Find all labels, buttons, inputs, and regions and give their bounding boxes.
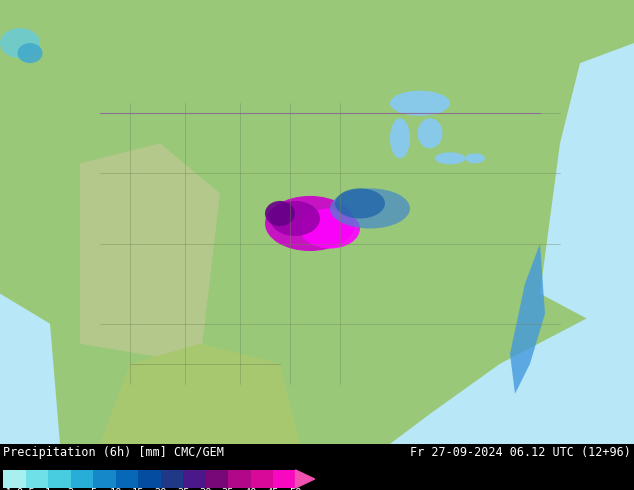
Bar [70, 470, 93, 488]
Ellipse shape [270, 201, 320, 236]
FancyArrow shape [295, 470, 314, 488]
Polygon shape [100, 343, 300, 444]
Text: Fr 27-09-2024 06.12 UTC (12+96): Fr 27-09-2024 06.12 UTC (12+96) [410, 446, 631, 459]
Ellipse shape [265, 201, 295, 226]
Bar [250, 470, 273, 488]
Polygon shape [510, 244, 545, 394]
Text: 50: 50 [289, 489, 302, 490]
Polygon shape [80, 143, 220, 364]
Ellipse shape [435, 152, 465, 164]
Polygon shape [540, 43, 634, 343]
Bar [115, 470, 138, 488]
Bar [93, 470, 115, 488]
Bar [138, 470, 160, 488]
Bar [3, 470, 25, 488]
Text: 0.5: 0.5 [16, 489, 35, 490]
Text: 1: 1 [45, 489, 51, 490]
Ellipse shape [465, 153, 485, 163]
Ellipse shape [335, 188, 385, 219]
Bar [48, 470, 70, 488]
Bar [205, 470, 228, 488]
Polygon shape [0, 294, 60, 444]
Bar [25, 470, 48, 488]
Bar [0, 0, 634, 143]
Ellipse shape [418, 118, 443, 148]
Bar [228, 470, 250, 488]
Ellipse shape [390, 118, 410, 158]
Ellipse shape [390, 91, 450, 116]
Text: 40: 40 [244, 489, 257, 490]
Ellipse shape [18, 43, 42, 63]
Text: 2: 2 [67, 489, 74, 490]
Ellipse shape [330, 188, 410, 228]
Text: Precipitation (6h) [mm] CMC/GEM: Precipitation (6h) [mm] CMC/GEM [3, 446, 224, 459]
Text: 0.1: 0.1 [0, 489, 13, 490]
Text: 25: 25 [177, 489, 190, 490]
Text: 30: 30 [199, 489, 212, 490]
Text: 10: 10 [109, 489, 122, 490]
Ellipse shape [265, 196, 355, 251]
Bar [160, 470, 183, 488]
Ellipse shape [0, 28, 40, 58]
Bar [183, 470, 205, 488]
Text: 5: 5 [90, 489, 96, 490]
Text: 45: 45 [267, 489, 279, 490]
Ellipse shape [300, 208, 360, 248]
Text: 15: 15 [132, 489, 145, 490]
Text: 20: 20 [154, 489, 167, 490]
Polygon shape [390, 294, 634, 444]
Bar [273, 470, 295, 488]
Text: 35: 35 [222, 489, 234, 490]
